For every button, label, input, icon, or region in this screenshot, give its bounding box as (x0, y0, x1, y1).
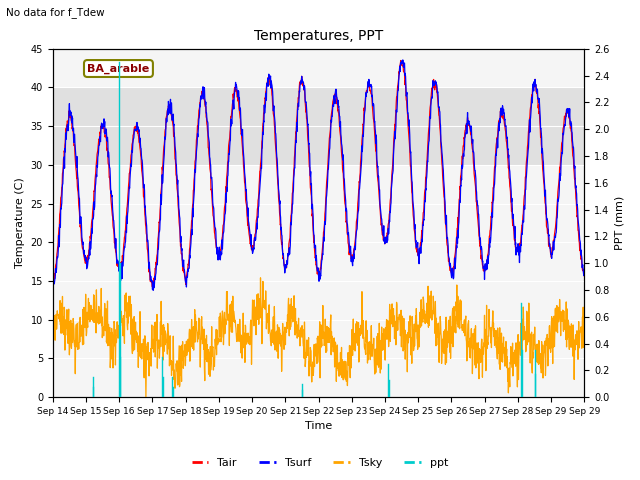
Y-axis label: Temperature (C): Temperature (C) (15, 178, 25, 268)
Bar (52, 87, 584, 165)
Legend: Tair, Tsurf, Tsky, ppt: Tair, Tsurf, Tsky, ppt (188, 453, 452, 472)
Text: No data for f_Tdew: No data for f_Tdew (6, 7, 105, 18)
Y-axis label: PPT (mm): PPT (mm) (615, 196, 625, 250)
Text: BA_arable: BA_arable (87, 63, 150, 73)
Title: Temperatures, PPT: Temperatures, PPT (254, 29, 383, 43)
X-axis label: Time: Time (305, 421, 332, 432)
